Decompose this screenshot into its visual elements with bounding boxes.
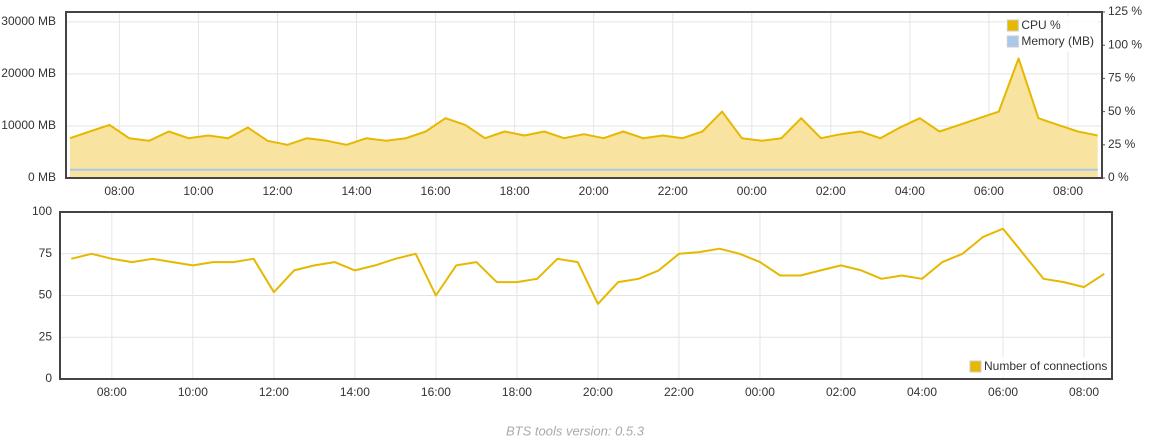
x-tick-label: 20:00 bbox=[583, 385, 613, 399]
y-tick-label: 50 bbox=[39, 288, 53, 302]
plot-frame bbox=[59, 211, 1113, 380]
legend-swatch bbox=[1006, 35, 1019, 48]
x-tick-label: 08:00 bbox=[97, 385, 127, 399]
footer: BTS tools version: 0.5.3 bbox=[506, 423, 645, 438]
y-tick-label: 30000 MB bbox=[1, 14, 56, 28]
series-area bbox=[70, 58, 1098, 178]
y-tick-label: 0 MB bbox=[28, 170, 56, 184]
x-tick-label: 18:00 bbox=[502, 385, 532, 399]
x-tick-label: 06:00 bbox=[988, 385, 1018, 399]
x-tick-label: 04:00 bbox=[895, 184, 925, 198]
x-tick-label: 08:00 bbox=[1053, 184, 1083, 198]
x-tick-label: 08:00 bbox=[1069, 385, 1099, 399]
x-tick-label: 00:00 bbox=[745, 385, 775, 399]
series-line bbox=[71, 227, 1105, 305]
y-tick-label: 10000 MB bbox=[1, 118, 56, 132]
x-tick-label: 00:00 bbox=[737, 184, 767, 198]
x-tick-label: 20:00 bbox=[579, 184, 609, 198]
legend-label: Memory (MB) bbox=[1021, 34, 1094, 48]
x-tick-label: 12:00 bbox=[262, 184, 292, 198]
y2-tick-label: 0 % bbox=[1108, 170, 1129, 184]
y2-tick-label: 125 % bbox=[1108, 4, 1142, 18]
x-tick-label: 14:00 bbox=[342, 184, 372, 198]
x-tick-label: 02:00 bbox=[816, 184, 846, 198]
x-tick-label: 08:00 bbox=[104, 184, 134, 198]
x-tick-label: 02:00 bbox=[826, 385, 856, 399]
y-tick-label: 75 bbox=[39, 246, 53, 260]
legend-box bbox=[968, 357, 1108, 377]
y2-tick-label: 75 % bbox=[1108, 71, 1136, 85]
y2-tick-label: 25 % bbox=[1108, 137, 1136, 151]
legend-swatch bbox=[1006, 19, 1019, 32]
y-tick-label: 0 bbox=[45, 371, 52, 385]
x-tick-label: 04:00 bbox=[907, 385, 937, 399]
y-tick-label: 20000 MB bbox=[1, 66, 56, 80]
plot-frame bbox=[65, 11, 1103, 179]
x-tick-label: 14:00 bbox=[340, 385, 370, 399]
x-tick-label: 06:00 bbox=[974, 184, 1004, 198]
y-tick-label: 25 bbox=[39, 329, 53, 343]
legend-label: Number of connections bbox=[984, 359, 1107, 373]
x-tick-label: 10:00 bbox=[178, 385, 208, 399]
x-tick-label: 16:00 bbox=[421, 385, 451, 399]
series-line bbox=[69, 57, 1098, 146]
x-tick-label: 22:00 bbox=[664, 385, 694, 399]
x-tick-label: 22:00 bbox=[658, 184, 688, 198]
legend-label: CPU % bbox=[1021, 18, 1061, 32]
x-tick-label: 18:00 bbox=[500, 184, 530, 198]
y2-tick-label: 100 % bbox=[1108, 37, 1142, 51]
x-tick-label: 16:00 bbox=[421, 184, 451, 198]
y-tick-label: 100 bbox=[32, 204, 52, 218]
x-tick-label: 12:00 bbox=[259, 385, 289, 399]
legend-box bbox=[1005, 16, 1098, 52]
legend-swatch bbox=[969, 360, 982, 373]
x-tick-label: 10:00 bbox=[183, 184, 213, 198]
y2-tick-label: 50 % bbox=[1108, 104, 1136, 118]
